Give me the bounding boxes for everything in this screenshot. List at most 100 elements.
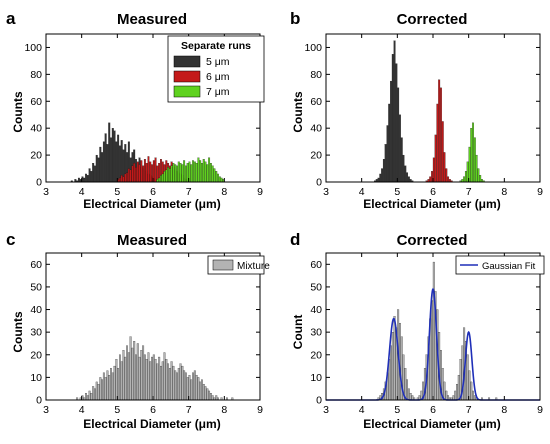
x-tick-label-a-5: 8 [221,186,227,198]
y-tick-label-d-6: 60 [310,259,322,271]
bar-c-s0-33 [135,354,137,401]
bar-a-s1-2 [120,175,123,183]
x-axis-label-a: Electrical Diameter (μm) [83,197,220,211]
bar-c-s0-31 [131,347,134,401]
bar-c-s0-42 [151,356,153,401]
bar-d-s0-31 [432,261,435,401]
bar-c-s0-76 [211,395,214,401]
x-tick-label-a-6: 9 [257,186,263,198]
bar-b-s0-8 [388,103,391,183]
bar-b-s2-10 [477,168,480,183]
y-tick-label-a-1: 20 [30,150,42,162]
legend-label-6um: 6 μm [206,71,230,83]
y-tick-label-a-3: 60 [30,96,42,108]
x-tick-label-a-0: 3 [43,186,49,198]
bar-a-s0-11 [90,171,93,183]
bar-c-s0-54 [172,365,175,401]
y-tick-label-c-1: 10 [30,372,42,384]
bar-a-s2-3 [161,173,164,183]
bar-c-s0-26 [122,350,125,401]
y-tick-label-b-1: 20 [310,150,322,162]
bar-c-s0-75 [209,393,212,401]
bar-a-s1-6 [127,168,130,183]
panel-c: c Measured 3 4 5 6 7 8 9 0 10 20 30 40 50 60 Electric… [6,230,270,431]
legend-d: Gaussian Fit [455,255,545,275]
bar-b-s0-14 [398,114,401,183]
bar-a-s1-8 [131,165,134,183]
bar-c-s0-32 [133,341,136,401]
plot-area-b: 3 4 5 6 7 8 9 0 20 40 60 80 100 [304,33,543,198]
bar-c-s0-71 [202,384,205,401]
bar-a-s2-7 [168,168,171,183]
bar-b-s1-8 [440,87,442,183]
y-tick-label-d-2: 20 [310,349,322,361]
x-axis-label-b: Electrical Diameter (μm) [363,197,500,211]
bar-c-s0-38 [143,354,146,401]
legend-c: Mixture [207,255,270,275]
y-tick-label-d-0: 0 [316,395,322,407]
bar-a-s2-26 [202,159,205,183]
bar-a-s2-29 [208,157,211,183]
bar-a-s0-14 [95,154,98,183]
bar-a-s2-10 [174,164,177,183]
bar-c-s0-53 [170,361,173,401]
bar-a-s1-7 [129,169,132,183]
bar-b-s0-15 [400,137,403,183]
bar-c-s0-21 [113,365,116,401]
bar-a-s2-27 [204,161,207,183]
bar-a-s2-13 [179,163,182,183]
bar-c-s0-11 [95,381,98,401]
bar-b-s1-9 [441,121,444,183]
bar-a-s0-10 [88,168,91,183]
bar-c-s0-56 [176,372,178,401]
bar-c-s0-74 [208,390,211,401]
x-tick-label-b-6: 9 [537,186,543,198]
y-tick-label-a-2: 40 [30,123,42,135]
legend-box-d [455,255,545,275]
bar-a-s0-26 [117,134,120,183]
bar-c-s0-15 [102,372,105,401]
bar-a-s2-6 [167,167,170,183]
bar-a-s1-9 [133,163,136,183]
legend-swatch-mixture [212,259,234,271]
bar-a-s2-32 [213,168,216,183]
bar-c-s0-57 [177,368,180,401]
bar-a-s1-11 [136,161,139,183]
bar-c-s0-69 [199,381,202,401]
bar-a-s2-33 [215,171,218,183]
bar-a-s0-8 [85,173,87,183]
bar-c-s0-45 [156,363,159,401]
bar-a-s0-24 [113,130,116,183]
bar-a-s0-15 [97,157,100,183]
bar-b-s2-5 [468,146,471,183]
x-tick-label-b-5: 8 [501,186,507,198]
bar-c-s0-39 [145,359,148,401]
bar-c-s0-6 [86,395,89,401]
panel-letter-b: b [290,9,300,28]
bar-a-s2-16 [184,165,187,183]
bar-b-s0-11 [393,40,396,183]
bar-b-s0-3 [379,173,382,183]
bar-c-s0-48 [161,361,164,401]
x-tick-label-a-2: 5 [114,186,120,198]
bar-c-s0-17 [106,370,109,401]
bar-c-s0-35 [138,356,141,401]
bar-c-s0-29 [127,352,130,401]
bar-d-s0-7 [390,345,392,401]
bar-d-s0-50 [466,354,469,401]
bar-c-s0-65 [192,372,194,401]
bar-d-s0-44 [456,384,458,401]
bar-a-s2-19 [190,164,193,183]
x-tick-label-d-1: 4 [359,404,365,416]
bar-a-s0-7 [83,177,86,183]
bar-b-s0-10 [391,54,394,183]
bar-d-s0-53 [472,390,474,401]
bar-b-s1-10 [443,152,446,183]
bar-a-s1-16 [145,163,148,183]
bar-a-s1-21 [154,157,157,183]
bar-c-s0-5 [85,393,87,401]
bar-b-s2-6 [470,128,473,183]
y-tick-label-d-1: 10 [310,372,322,384]
x-tick-label-b-3: 6 [430,186,436,198]
